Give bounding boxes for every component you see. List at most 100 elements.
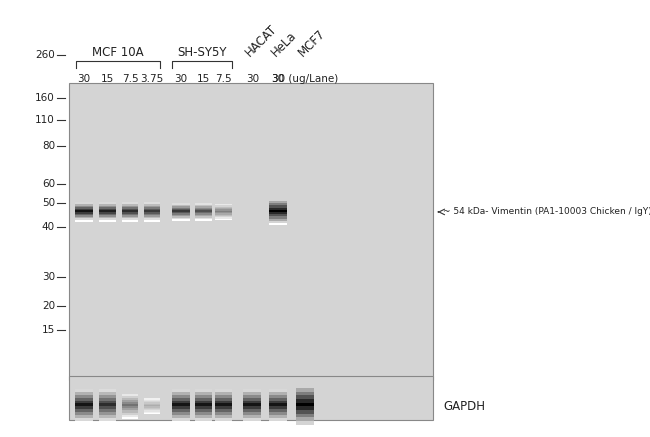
- Bar: [144, 404, 161, 405]
- Bar: [144, 413, 161, 414]
- Bar: [215, 403, 232, 406]
- Bar: [75, 421, 93, 424]
- Bar: [215, 213, 232, 215]
- Bar: [122, 394, 138, 396]
- Bar: [215, 212, 232, 213]
- Bar: [215, 204, 232, 205]
- Bar: [195, 398, 211, 401]
- Bar: [215, 216, 232, 217]
- Bar: [269, 214, 287, 216]
- Bar: [144, 205, 161, 207]
- Bar: [215, 406, 232, 409]
- Text: 60: 60: [42, 179, 55, 188]
- Bar: [296, 410, 314, 414]
- Bar: [269, 221, 287, 223]
- Bar: [99, 202, 116, 204]
- Bar: [99, 418, 116, 421]
- Bar: [296, 402, 314, 406]
- Bar: [99, 406, 116, 409]
- Bar: [269, 403, 287, 406]
- Bar: [122, 205, 138, 207]
- Bar: [75, 415, 93, 418]
- Bar: [215, 418, 232, 421]
- Text: HACAT: HACAT: [243, 22, 280, 59]
- Bar: [269, 212, 287, 214]
- Bar: [75, 400, 93, 403]
- Bar: [172, 203, 190, 205]
- Bar: [243, 389, 261, 392]
- Bar: [172, 418, 190, 421]
- Text: GAPDH: GAPDH: [443, 400, 485, 413]
- Text: 30 (ug/Lane): 30 (ug/Lane): [272, 74, 338, 83]
- Text: 260: 260: [35, 50, 55, 59]
- Bar: [99, 220, 116, 222]
- Bar: [195, 203, 211, 205]
- Bar: [269, 412, 287, 415]
- Bar: [122, 220, 138, 222]
- Bar: [75, 389, 93, 392]
- Bar: [122, 215, 138, 217]
- Bar: [195, 216, 211, 218]
- Bar: [172, 392, 190, 395]
- Bar: [195, 219, 211, 221]
- Bar: [122, 207, 138, 209]
- Bar: [144, 218, 161, 220]
- Bar: [243, 400, 261, 403]
- Bar: [122, 212, 138, 214]
- Bar: [195, 400, 211, 403]
- Bar: [172, 415, 190, 418]
- Bar: [99, 412, 116, 415]
- Bar: [269, 398, 287, 401]
- Bar: [99, 215, 116, 217]
- Bar: [243, 409, 261, 412]
- Bar: [99, 205, 116, 207]
- Bar: [99, 395, 116, 398]
- Bar: [215, 208, 232, 209]
- Bar: [269, 418, 287, 421]
- Bar: [215, 421, 232, 424]
- Bar: [144, 412, 161, 413]
- Bar: [144, 399, 161, 400]
- Text: 20: 20: [42, 301, 55, 311]
- Text: 160: 160: [35, 94, 55, 103]
- Bar: [99, 204, 116, 205]
- Bar: [215, 218, 232, 220]
- Bar: [296, 385, 314, 388]
- Text: SH-SY5Y: SH-SY5Y: [177, 46, 227, 59]
- Bar: [195, 415, 211, 418]
- Bar: [215, 412, 232, 415]
- Text: 40: 40: [42, 222, 55, 232]
- Bar: [122, 414, 138, 416]
- Bar: [269, 223, 287, 225]
- Text: 30: 30: [272, 74, 285, 83]
- Bar: [172, 389, 190, 392]
- Bar: [215, 409, 232, 412]
- Bar: [296, 413, 314, 417]
- Bar: [122, 400, 138, 402]
- Bar: [75, 205, 93, 207]
- Bar: [99, 208, 116, 210]
- Bar: [296, 424, 314, 428]
- Bar: [269, 400, 287, 403]
- Bar: [122, 208, 138, 210]
- Bar: [99, 389, 116, 392]
- Text: 80: 80: [42, 142, 55, 151]
- Text: HeLa: HeLa: [269, 29, 299, 59]
- Bar: [215, 415, 232, 418]
- Bar: [269, 208, 287, 210]
- Bar: [269, 409, 287, 412]
- Bar: [195, 412, 211, 415]
- Bar: [215, 392, 232, 395]
- Bar: [75, 207, 93, 209]
- Bar: [215, 400, 232, 403]
- Bar: [144, 207, 161, 209]
- Bar: [75, 395, 93, 398]
- Bar: [99, 415, 116, 418]
- Bar: [269, 218, 287, 221]
- Bar: [75, 418, 93, 421]
- Bar: [296, 421, 314, 425]
- Bar: [269, 199, 287, 201]
- Bar: [195, 215, 211, 216]
- Bar: [269, 415, 287, 418]
- Bar: [122, 406, 138, 409]
